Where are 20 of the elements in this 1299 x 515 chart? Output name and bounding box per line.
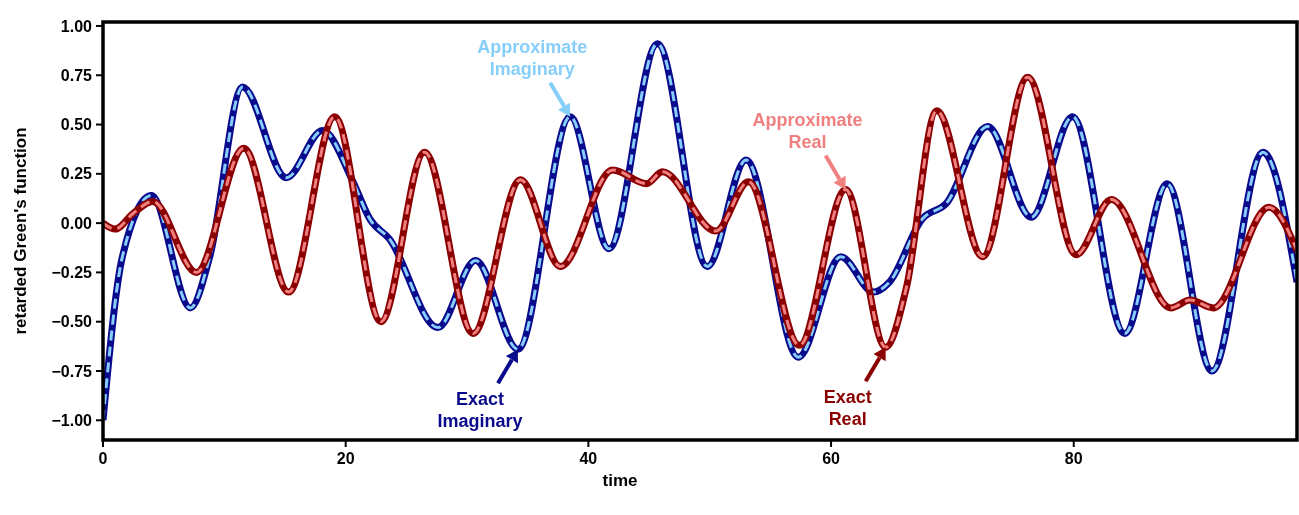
y-tick-label: −0.50 xyxy=(51,313,93,331)
y-axis-title: retarded Green's function xyxy=(11,127,30,335)
x-tick-label: 0 xyxy=(98,450,108,467)
y-tick-label: 0.50 xyxy=(60,116,93,134)
y-tick-label: 0.75 xyxy=(60,66,93,84)
x-axis-title: time xyxy=(602,471,638,490)
annotation: Approximate Real xyxy=(752,109,863,152)
y-tick-label: −0.25 xyxy=(51,264,93,282)
x-tick-label: 40 xyxy=(579,450,598,467)
y-tick-label: −0.75 xyxy=(51,362,93,380)
x-tick-label: 60 xyxy=(822,450,841,467)
y-tick-label: 0.00 xyxy=(60,214,93,232)
annotation: Exact Real xyxy=(823,387,872,430)
y-tick-label: −1.00 xyxy=(51,411,93,429)
y-tick-label: 1.00 xyxy=(60,17,93,35)
annotation: Approximate Imaginary xyxy=(477,36,588,79)
x-tick-label: 80 xyxy=(1064,450,1083,467)
x-tick-label: 20 xyxy=(336,450,355,467)
annotation: Exact Imaginary xyxy=(437,389,523,432)
y-tick-label: 0.25 xyxy=(60,165,93,183)
